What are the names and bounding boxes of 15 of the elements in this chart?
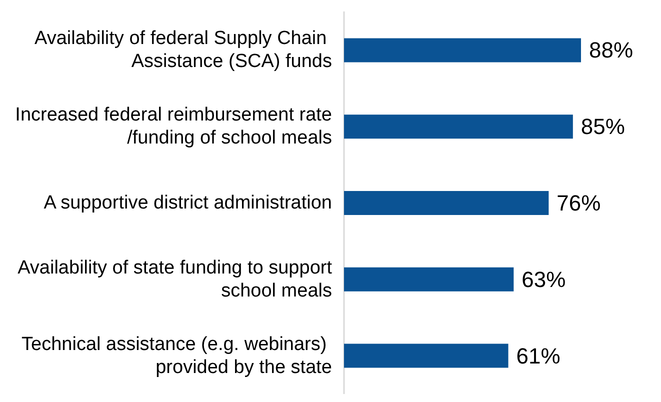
data-label: 63% xyxy=(522,266,566,292)
bar xyxy=(344,267,514,292)
bar xyxy=(344,38,581,62)
y-tick-label: A supportive district administration xyxy=(44,192,332,214)
bar xyxy=(344,114,573,139)
data-label: 85% xyxy=(580,114,625,140)
y-tick-label: Technical assistance (e.g. webinars) provided by the state xyxy=(22,334,332,378)
bar xyxy=(344,191,549,215)
data-label: 88% xyxy=(589,38,634,63)
y-tick-label: Availability of state funding to support school meals xyxy=(18,257,333,302)
bar xyxy=(344,344,508,368)
y-tick-label: Availability of federal Supply Chain Assistance (SCA) funds xyxy=(34,28,332,72)
data-label: 61% xyxy=(516,343,560,368)
y-tick-label: Increased federal reimbursement rate/funding of school meals xyxy=(15,104,332,149)
data-label: 76% xyxy=(556,190,601,216)
